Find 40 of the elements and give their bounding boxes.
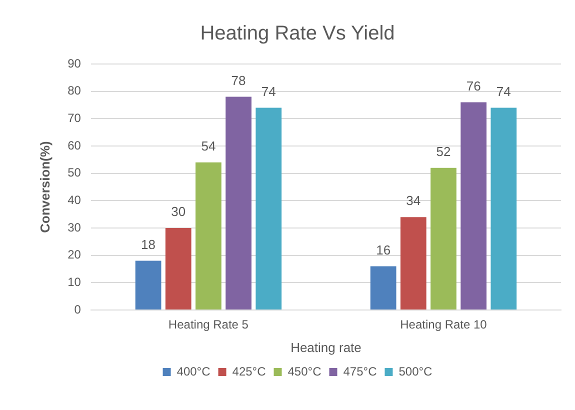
y-tick-label: 0 [74, 302, 82, 316]
legend-label: 500°C [398, 364, 433, 378]
bar [460, 102, 487, 310]
bar [370, 266, 396, 310]
data-label: 52 [436, 144, 451, 159]
x-tick-label: Heating Rate 10 [400, 318, 488, 332]
y-tick-label: 70 [68, 110, 82, 125]
bar [196, 162, 222, 310]
x-tick-label: Heating Rate 5 [168, 318, 249, 332]
chart-title: Heating Rate Vs Yield [200, 22, 395, 45]
y-tick-label: 30 [68, 220, 82, 234]
y-tick-label: 10 [68, 274, 82, 289]
bar [165, 228, 192, 310]
bar [226, 96, 252, 310]
y-tick-label: 80 [68, 84, 82, 98]
x-axis-title: Heating rate [290, 340, 362, 355]
legend-label: 450°C [288, 364, 322, 378]
bar [430, 168, 456, 310]
y-tick-label: 50 [68, 166, 82, 180]
legend-label: 400°C [176, 364, 211, 378]
data-label: 78 [231, 72, 246, 88]
data-label: 74 [261, 84, 276, 99]
bar [400, 217, 426, 310]
bar [490, 108, 517, 310]
data-label: 76 [466, 78, 481, 94]
data-label: 54 [201, 138, 216, 154]
data-label: 74 [496, 84, 511, 99]
data-label: 34 [406, 193, 421, 208]
legend-label: 425°C [232, 364, 266, 378]
bar [256, 108, 282, 310]
y-tick-label: 60 [68, 138, 82, 152]
y-axis-title: Conversion(%) [37, 141, 52, 233]
y-tick-label: 90 [68, 56, 82, 70]
data-label: 16 [376, 242, 391, 258]
y-tick-label: 40 [68, 192, 82, 207]
data-label: 30 [171, 204, 186, 220]
y-tick-label: 20 [68, 248, 82, 262]
bar [135, 260, 162, 310]
data-label: 18 [141, 236, 156, 252]
legend-label: 475°C [343, 364, 378, 378]
